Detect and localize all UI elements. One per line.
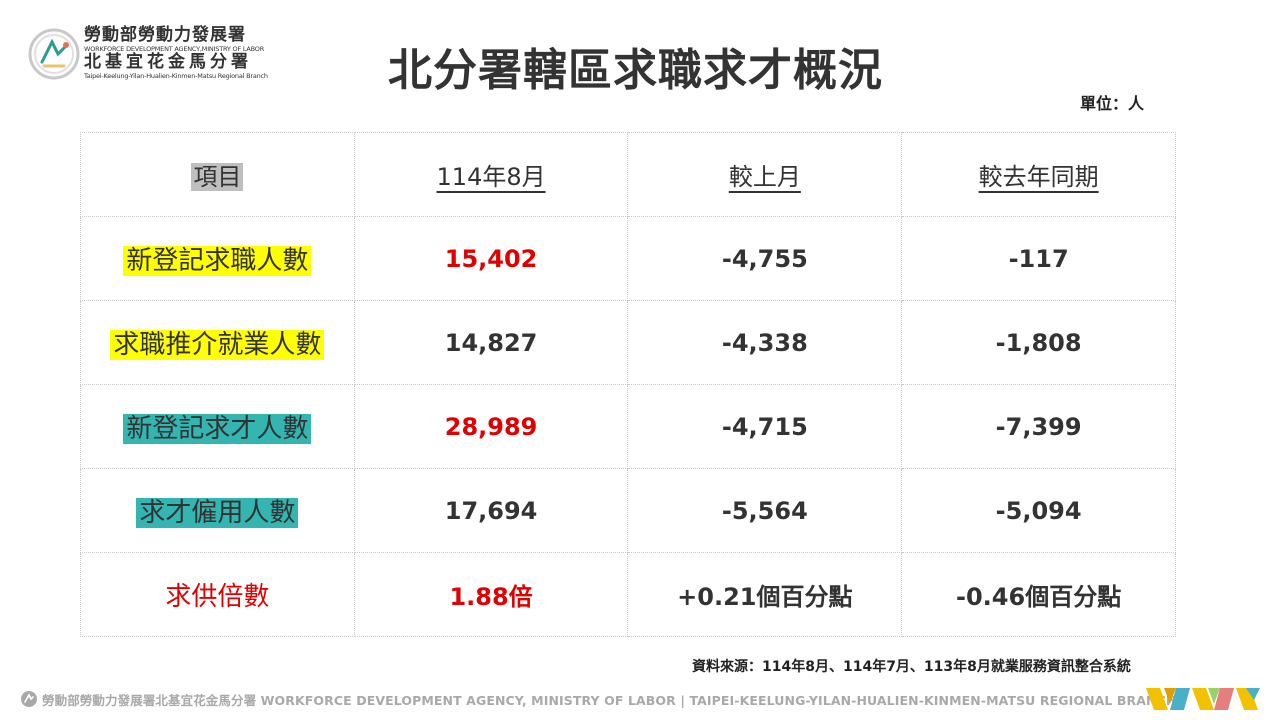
row-mom: +0.21個百分點 [677,583,853,611]
header-item: 項目 [191,163,244,191]
table-row: 新登記求職人數 15,402 -4,755 -117 [80,216,1176,301]
header-cell-mom: 較上月 [627,132,903,217]
table-row: 求供倍數 1.88倍 +0.21個百分點 -0.46個百分點 [80,552,1176,637]
logo-branch-name-en: Taipei-Keelung-Yilan-Hualien-Kinmen-Mats… [84,72,268,80]
row-value: 28,989 [444,412,538,441]
table-row: 新登記求才人數 28,989 -4,715 -7,399 [80,384,1176,469]
row-value-cell: 28,989 [353,384,629,469]
header-cell-month: 114年8月 [353,132,629,217]
row-mom-cell: -4,755 [627,216,903,301]
row-mom-cell: -4,338 [627,300,903,385]
row-label: 求職推介就業人數 [110,330,325,360]
row-value: 1.88倍 [449,583,533,611]
row-mom-cell: +0.21個百分點 [627,552,903,637]
row-mom: -4,755 [721,244,808,273]
row-value-cell: 15,402 [353,216,629,301]
row-value: 15,402 [444,244,538,273]
row-label-cell: 求職推介就業人數 [80,300,355,385]
row-label-cell: 求才僱用人數 [80,468,355,553]
footer-text: 勞動部勞動力發展署北基宜花金馬分署 WORKFORCE DEVELOPMENT … [42,693,1177,708]
row-value-cell: 1.88倍 [353,552,629,637]
row-value: 17,694 [444,496,538,525]
row-mom-cell: -5,564 [627,468,903,553]
row-label-cell: 求供倍數 [80,552,355,637]
unit-label: 單位：人 [1080,94,1145,113]
agency-logo: 勞動部勞動力發展署 WORKFORCE DEVELOPMENT AGENCY,M… [28,26,278,82]
row-yoy: -1,808 [995,328,1082,357]
row-mom: -4,715 [721,412,808,441]
brand-mark-icon [1146,688,1260,710]
row-label: 新登記求職人數 [123,246,312,276]
row-yoy-cell: -1,808 [901,300,1176,385]
row-label: 求才僱用人數 [136,498,299,528]
row-mom-cell: -4,715 [627,384,903,469]
row-yoy: -117 [1008,244,1069,273]
row-yoy-cell: -5,094 [901,468,1176,553]
header-cell-yoy: 較去年同期 [901,132,1176,217]
table-row: 求職推介就業人數 14,827 -4,338 -1,808 [80,300,1176,385]
stats-table: 項目 114年8月 較上月 較去年同期 新登記求職人數 15,402 -4,75… [80,132,1176,637]
row-value: 14,827 [444,328,538,357]
data-source-note: 資料來源：114年8月、114年7月、113年8月就業服務資訊整合系統 [692,659,1131,675]
header-yoy: 較去年同期 [978,163,1099,191]
row-label: 求供倍數 [165,582,270,612]
row-label-cell: 新登記求職人數 [80,216,355,301]
row-yoy-cell: -117 [901,216,1176,301]
table-row: 求才僱用人數 17,694 -5,564 -5,094 [80,468,1176,553]
row-value-cell: 14,827 [353,300,629,385]
row-label: 新登記求才人數 [123,414,312,444]
row-yoy-cell: -7,399 [901,384,1176,469]
table-header-row: 項目 114年8月 較上月 較去年同期 [80,132,1176,217]
agency-emblem-icon [28,28,80,80]
logo-agency-name-en: WORKFORCE DEVELOPMENT AGENCY,MINISTRY OF… [84,45,265,53]
row-mom: -5,564 [721,496,808,525]
row-mom: -4,338 [721,328,808,357]
footer-emblem-icon [21,691,37,707]
footer-bar: 勞動部勞動力發展署北基宜花金馬分署 WORKFORCE DEVELOPMENT … [0,684,1280,714]
row-yoy: -0.46個百分點 [956,583,1122,611]
page-title: 北分署轄區求職求才概況 [388,45,883,96]
row-label-cell: 新登記求才人數 [80,384,355,469]
row-yoy: -5,094 [995,496,1082,525]
row-yoy: -7,399 [995,412,1082,441]
header-mom: 較上月 [728,163,801,191]
row-value-cell: 17,694 [353,468,629,553]
header-month: 114年8月 [436,163,546,191]
row-yoy-cell: -0.46個百分點 [901,552,1176,637]
logo-branch-name: 北基宜花金馬分署 [84,52,252,72]
header-cell-item: 項目 [80,132,355,217]
logo-agency-name: 勞動部勞動力發展署 [84,25,246,45]
